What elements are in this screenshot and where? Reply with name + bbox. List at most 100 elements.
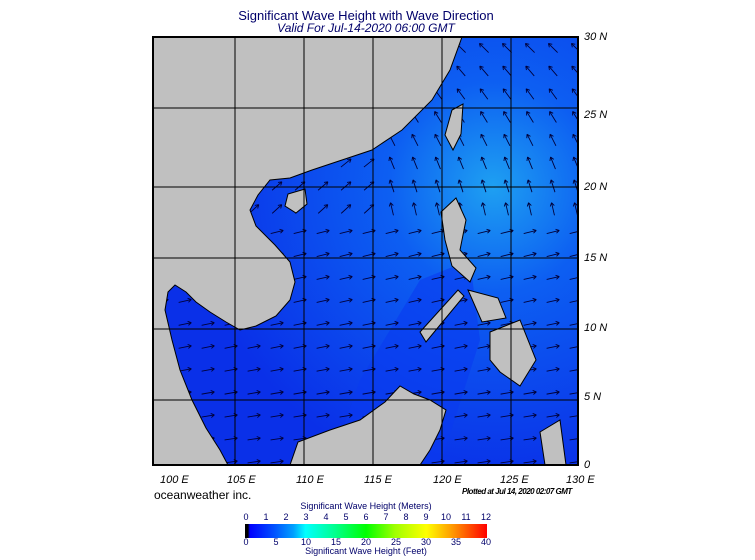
- wave-arrow: [454, 436, 468, 441]
- wave-arrow: [178, 343, 192, 349]
- legend-tick: 5: [343, 512, 349, 522]
- wave-arrow: [454, 366, 468, 372]
- wave-arrow: [385, 274, 399, 280]
- wave-arrow: [502, 88, 512, 100]
- wave-arrow: [454, 413, 468, 418]
- legend-tick: 3: [303, 512, 309, 522]
- wave-arrow: [546, 320, 560, 326]
- wave-arrow: [546, 274, 560, 280]
- legend-tick: 6: [363, 512, 369, 522]
- plotted-time: Plotted at Jul 14, 2020 02:07 GMT: [462, 487, 572, 496]
- wave-arrow: [454, 320, 468, 326]
- lat-label: 5 N: [584, 391, 602, 403]
- wave-arrow: [340, 181, 352, 191]
- wave-arrow: [270, 228, 284, 235]
- wave-arrow: [549, 179, 556, 193]
- lon-label: 110 E: [296, 474, 324, 486]
- wave-arrow: [456, 65, 466, 77]
- wave-arrow: [569, 277, 578, 280]
- wave-arrow: [524, 42, 535, 53]
- wave-arrow: [385, 366, 399, 372]
- wave-arrow: [456, 88, 466, 100]
- wave-arrow: [408, 228, 422, 235]
- land-sulawesi: [539, 419, 567, 465]
- wave-arrow: [525, 88, 535, 100]
- wave-arrow: [201, 413, 215, 418]
- wave-arrow: [569, 346, 578, 349]
- wave-arrow: [477, 436, 491, 441]
- wave-arrow: [523, 274, 537, 280]
- legend-tick: 10: [440, 512, 452, 522]
- wave-arrow: [548, 88, 558, 100]
- legend-meters-title: Significant Wave Height (Meters): [300, 501, 432, 511]
- wave-arrow: [434, 202, 440, 216]
- wave-arrow: [316, 366, 330, 372]
- legend-tick: 20: [360, 537, 372, 547]
- wave-arrow: [316, 274, 330, 280]
- wave-arrow: [408, 251, 422, 257]
- wave-arrow: [247, 366, 261, 372]
- wave-arrow: [569, 300, 578, 303]
- wave-arrow: [523, 459, 537, 464]
- legend-tick: 5: [273, 537, 279, 547]
- legend-tick: 35: [450, 537, 462, 547]
- wave-arrow: [477, 274, 491, 280]
- land-visayas: [467, 289, 507, 323]
- wave-arrow: [270, 320, 284, 326]
- wave-arrow: [385, 251, 399, 257]
- wave-arrow: [546, 251, 560, 257]
- wave-arrow: [523, 436, 537, 441]
- wave-arrow: [569, 415, 578, 418]
- wave-arrow: [201, 366, 215, 372]
- wave-arrow: [546, 413, 560, 418]
- wave-arrow: [548, 65, 558, 77]
- wave-arrow: [569, 231, 578, 235]
- legend-tick: 40: [480, 537, 492, 547]
- wave-arrow: [523, 320, 537, 326]
- wave-arrow: [546, 390, 560, 395]
- wave-arrow: [523, 390, 537, 395]
- legend-tick: 7: [383, 512, 389, 522]
- wave-arrow: [339, 413, 353, 418]
- wave-arrow: [434, 156, 441, 170]
- wave-arrow: [454, 390, 468, 395]
- brand-label: oceanweather inc.: [154, 488, 252, 502]
- land-hainan: [284, 188, 308, 214]
- map-title: Significant Wave Height with Wave Direct…: [238, 8, 494, 23]
- wave-arrow: [201, 390, 215, 395]
- wave-arrow: [571, 65, 578, 75]
- wave-arrow: [339, 366, 353, 372]
- wave-arrow: [270, 413, 284, 418]
- wave-arrow: [411, 133, 419, 147]
- lat-label: 10 N: [584, 322, 608, 334]
- wave-arrow: [316, 228, 330, 235]
- wave-arrow: [388, 179, 395, 193]
- lat-label: 15 N: [584, 252, 608, 264]
- wave-arrow: [569, 369, 578, 372]
- land-mindanao: [489, 319, 537, 387]
- wave-arrow: [271, 181, 283, 191]
- lon-label: 115 E: [364, 474, 392, 486]
- wave-arrow: [411, 202, 417, 216]
- wave-arrow: [247, 343, 261, 349]
- wave-arrow: [477, 390, 491, 395]
- wave-arrow: [434, 111, 442, 123]
- wave-arrow: [201, 343, 215, 349]
- wave-arrow: [339, 297, 353, 303]
- wave-arrow: [569, 323, 578, 326]
- wave-arrow: [546, 228, 560, 235]
- wave-arrow: [523, 228, 537, 235]
- wave-arrow: [408, 366, 422, 372]
- wave-arrow: [502, 65, 512, 77]
- wave-arrow: [316, 390, 330, 395]
- wave-arrow: [549, 133, 557, 147]
- wave-arrow: [569, 438, 578, 441]
- wave-arrow: [547, 42, 558, 53]
- legend-tick: 15: [330, 537, 342, 547]
- legend-tick: 2: [283, 512, 289, 522]
- wave-arrow: [480, 133, 488, 147]
- lon-label: 100 E: [160, 474, 189, 486]
- wave-arrow: [477, 413, 491, 418]
- wave-arrow: [339, 274, 353, 280]
